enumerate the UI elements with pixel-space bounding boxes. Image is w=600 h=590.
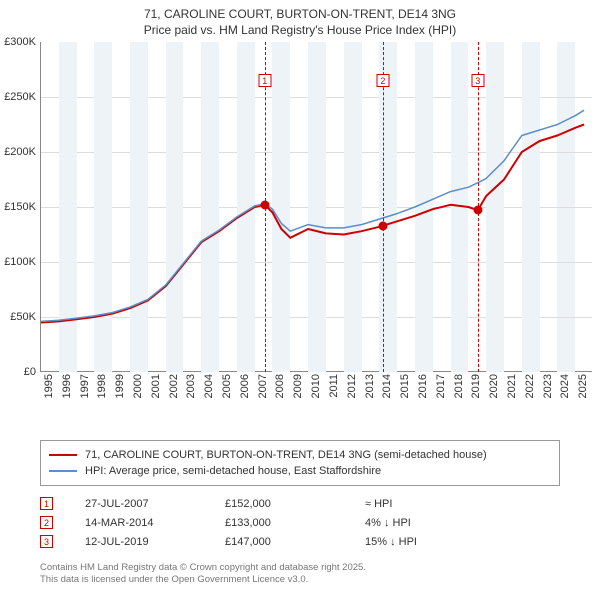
x-tick-label: 2016 <box>417 374 429 398</box>
x-tick-label: 2004 <box>203 374 215 398</box>
x-tick-label: 2013 <box>364 374 376 398</box>
sale-marker-dot <box>260 200 269 209</box>
legend-label-price-paid: 71, CAROLINE COURT, BURTON-ON-TRENT, DE1… <box>85 449 487 461</box>
sales-row-delta: ≈ HPI <box>365 498 560 510</box>
y-tick-label: £100K <box>0 256 36 268</box>
plot-region: 1 2 3 <box>40 42 592 372</box>
sale-marker-dot <box>473 206 482 215</box>
title-line-1: 71, CAROLINE COURT, BURTON-ON-TRENT, DE1… <box>0 6 600 22</box>
x-tick-label: 2018 <box>453 374 465 398</box>
x-tick-label: 2017 <box>435 374 447 398</box>
x-tick-label: 2015 <box>399 374 411 398</box>
x-tick-label: 2006 <box>239 374 251 398</box>
x-tick-label: 1998 <box>96 374 108 398</box>
sales-row-date: 12-JUL-2019 <box>85 536 225 548</box>
sale-marker-number: 3 <box>471 74 484 87</box>
y-tick-label: £300K <box>0 36 36 48</box>
x-tick-label: 2025 <box>577 374 589 398</box>
sales-row-delta: 15% ↓ HPI <box>365 536 560 548</box>
x-tick-label: 2024 <box>559 374 571 398</box>
y-tick-label: £250K <box>0 91 36 103</box>
chart-area: 123 £0£50K£100K£150K£200K£250K£300K19951… <box>40 42 592 402</box>
sales-row-date: 14-MAR-2014 <box>85 517 225 529</box>
series-line-price_paid <box>41 125 584 323</box>
sale-marker-line <box>383 42 384 372</box>
sale-marker-dot <box>378 221 387 230</box>
sale-marker-number: 1 <box>258 74 271 87</box>
x-tick-label: 2022 <box>524 374 536 398</box>
sales-row-date: 27-JUL-2007 <box>85 498 225 510</box>
x-tick-label: 2020 <box>488 374 500 398</box>
sales-row-price: £133,000 <box>225 517 365 529</box>
legend-swatch-price-paid <box>49 454 77 456</box>
x-tick-label: 1996 <box>61 374 73 398</box>
x-tick-label: 2023 <box>542 374 554 398</box>
x-tick-label: 1997 <box>79 374 91 398</box>
line-series-svg <box>41 42 593 372</box>
footnote: Contains HM Land Registry data © Crown c… <box>40 562 366 586</box>
sales-table-row: 3 12-JUL-2019£147,00015% ↓ HPI <box>40 532 560 551</box>
footnote-line-1: Contains HM Land Registry data © Crown c… <box>40 562 366 574</box>
sales-row-number: 1 <box>40 497 53 510</box>
legend-row-price-paid: 71, CAROLINE COURT, BURTON-ON-TRENT, DE1… <box>49 447 551 463</box>
x-tick-label: 2008 <box>274 374 286 398</box>
x-tick-label: 2009 <box>292 374 304 398</box>
x-tick-label: 2014 <box>381 374 393 398</box>
sales-row-price: £147,000 <box>225 536 365 548</box>
x-tick-label: 2002 <box>168 374 180 398</box>
x-tick-label: 2010 <box>310 374 322 398</box>
x-tick-label: 2001 <box>150 374 162 398</box>
sale-marker-number: 2 <box>376 74 389 87</box>
sales-table-row: 1 27-JUL-2007£152,000≈ HPI <box>40 494 560 513</box>
sales-table-row: 2 14-MAR-2014£133,0004% ↓ HPI <box>40 513 560 532</box>
y-tick-label: £150K <box>0 201 36 213</box>
footnote-line-2: This data is licensed under the Open Gov… <box>40 574 366 586</box>
y-tick-label: £0 <box>0 366 36 378</box>
legend-row-hpi: HPI: Average price, semi-detached house,… <box>49 463 551 479</box>
x-tick-label: 2019 <box>470 374 482 398</box>
legend: 71, CAROLINE COURT, BURTON-ON-TRENT, DE1… <box>40 440 560 486</box>
y-tick-label: £200K <box>0 146 36 158</box>
x-tick-label: 1995 <box>43 374 55 398</box>
sales-table: 1 27-JUL-2007£152,000≈ HPI 2 14-MAR-2014£13… <box>40 494 560 551</box>
sales-row-delta: 4% ↓ HPI <box>365 517 560 529</box>
chart-title: 71, CAROLINE COURT, BURTON-ON-TRENT, DE1… <box>0 0 600 38</box>
y-tick-label: £50K <box>0 311 36 323</box>
x-tick-label: 2003 <box>185 374 197 398</box>
x-tick-label: 2021 <box>506 374 518 398</box>
sales-row-number: 2 <box>40 516 53 529</box>
title-line-2: Price paid vs. HM Land Registry's House … <box>0 22 600 38</box>
x-tick-label: 2012 <box>346 374 358 398</box>
x-tick-label: 1999 <box>114 374 126 398</box>
legend-label-hpi: HPI: Average price, semi-detached house,… <box>85 465 381 477</box>
sales-row-price: £152,000 <box>225 498 365 510</box>
x-tick-label: 2007 <box>257 374 269 398</box>
x-tick-label: 2005 <box>221 374 233 398</box>
x-tick-label: 2011 <box>328 374 340 398</box>
x-tick-label: 2000 <box>132 374 144 398</box>
sales-row-number: 3 <box>40 535 53 548</box>
series-line-hpi <box>41 110 584 321</box>
legend-swatch-hpi <box>49 470 77 472</box>
